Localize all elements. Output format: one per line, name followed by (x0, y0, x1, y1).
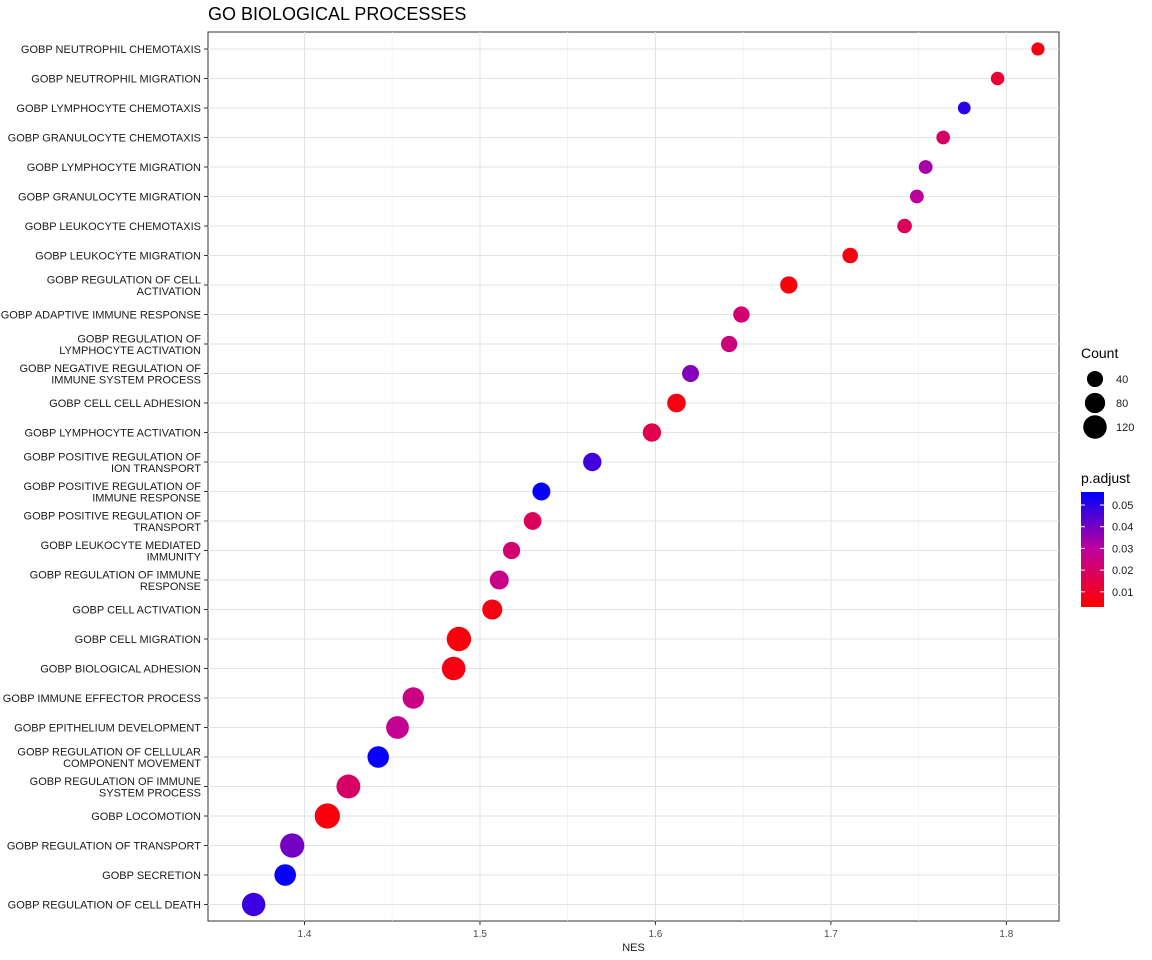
data-point (909, 189, 924, 204)
y-tick-label: GOBP REGULATION OF CELL ACTIVATION (47, 274, 201, 298)
data-point (733, 306, 750, 323)
data-point (897, 218, 912, 234)
data-point (336, 774, 361, 799)
y-tick-label: GOBP POSITIVE REGULATION OF TRANSPORT (24, 510, 202, 534)
data-point (274, 864, 297, 886)
color-legend-title: p.adjust (1081, 470, 1130, 486)
color-legend-label: 0.01 (1112, 587, 1133, 599)
data-point (386, 716, 409, 739)
data-point (241, 892, 266, 917)
x-tick-label: 1.7 (824, 929, 838, 940)
size-legend-key (1086, 370, 1104, 388)
y-tick-label: GOBP GRANULOCYTE MIGRATION (18, 192, 201, 204)
y-tick-label: GOBP REGULATION OF CELL DEATH (8, 900, 201, 912)
data-point (446, 626, 472, 652)
grid-lines (208, 32, 1059, 921)
data-point (280, 833, 305, 858)
data-point (936, 130, 951, 145)
size-legend-title: Count (1081, 345, 1118, 361)
y-axis-labels: GOBP NEUTROPHIL CHEMOTAXIS GOBP NEUTROPHI… (1, 44, 208, 912)
y-tick-label: GOBP LOCOMOTION (91, 811, 201, 823)
data-point (482, 599, 503, 620)
data-point (667, 393, 686, 413)
data-point (583, 452, 602, 472)
size-legend-label: 40 (1116, 374, 1128, 386)
size-legend-keys: 40 80 120 (1083, 370, 1134, 439)
y-tick-label: GOBP SECRETION (102, 870, 201, 882)
data-point (957, 101, 971, 115)
data-point (720, 335, 738, 353)
y-tick-label: GOBP EPITHELIUM DEVELOPMENT (14, 723, 201, 735)
size-legend-key (1083, 415, 1107, 439)
size-legend-key (1084, 392, 1106, 414)
chart-title: GO BIOLOGICAL PROCESSES (208, 4, 466, 24)
data-point (918, 160, 933, 174)
x-axis-title: NES (622, 942, 645, 954)
data-point (780, 276, 798, 294)
data-point (1031, 42, 1045, 56)
x-tick-label: 1.6 (648, 929, 662, 940)
data-point (314, 803, 340, 829)
y-tick-label: GOBP POSITIVE REGULATION OF IMMUNE RESPON… (24, 481, 202, 505)
y-tick-label: GOBP LEUKOCYTE CHEMOTAXIS (25, 221, 201, 233)
data-point (642, 423, 662, 442)
data-point (842, 247, 858, 264)
y-tick-label: GOBP LEUKOCYTE MIGRATION (35, 251, 201, 263)
data-point (502, 541, 521, 560)
plot-panel (207, 31, 1060, 922)
size-legend-label: 80 (1116, 398, 1128, 410)
color-legend-label: 0.03 (1112, 543, 1133, 555)
y-tick-label: GOBP GRANULOCYTE CHEMOTAXIS (8, 133, 201, 145)
data-point (523, 512, 542, 530)
y-tick-label: GOBP ADAPTIVE IMMUNE RESPONSE (1, 310, 201, 322)
y-tick-label: GOBP REGULATION OF IMMUNE SYSTEM PROCESS (30, 776, 201, 800)
data-points (241, 42, 1045, 917)
y-tick-label: GOBP IMMUNE EFFECTOR PROCESS (3, 693, 201, 705)
y-tick-label: GOBP BIOLOGICAL ADHESION (40, 664, 201, 676)
y-tick-label: GOBP LEUKOCYTE MEDIATED IMMUNITY (41, 540, 202, 564)
color-legend-label: 0.05 (1112, 500, 1133, 512)
data-point (402, 687, 425, 709)
y-tick-label: GOBP LYMPHOCYTE CHEMOTAXIS (16, 103, 201, 115)
y-tick-label: GOBP REGULATION OF TRANSPORT (7, 841, 201, 853)
x-tick-label: 1.5 (473, 929, 487, 940)
y-tick-label: GOBP LYMPHOCYTE ACTIVATION (25, 428, 201, 440)
color-legend-label: 0.04 (1112, 522, 1133, 534)
color-legend-bar (1081, 492, 1104, 607)
data-point (367, 746, 389, 768)
color-legend-ticks: 0.05 0.04 0.03 0.02 0.01 (1081, 500, 1133, 599)
y-tick-label: GOBP NEUTROPHIL CHEMOTAXIS (21, 44, 201, 56)
color-legend-label: 0.02 (1112, 565, 1133, 577)
y-tick-label: GOBP REGULATION OF CELLULAR COMPONENT MOV… (17, 746, 201, 770)
data-point (682, 365, 700, 382)
y-tick-label: GOBP NEGATIVE REGULATION OF IMMUNE SYSTEM… (19, 363, 201, 387)
y-tick-label: GOBP CELL MIGRATION (75, 634, 201, 646)
x-tick-label: 1.8 (999, 929, 1013, 940)
data-point (532, 482, 551, 501)
data-point (489, 570, 509, 590)
y-tick-label: GOBP NEUTROPHIL MIGRATION (31, 74, 201, 86)
y-tick-label: GOBP REGULATION OF LYMPHOCYTE ACTIVATION (59, 333, 201, 357)
x-axis-ticks: 1.4 1.5 1.6 1.7 1.8 (298, 921, 1014, 940)
y-tick-label: GOBP LYMPHOCYTE MIGRATION (27, 162, 201, 174)
data-point (441, 656, 466, 681)
size-legend-label: 120 (1116, 422, 1134, 434)
y-tick-label: GOBP CELL ACTIVATION (72, 605, 201, 617)
y-tick-label: GOBP REGULATION OF IMMUNE RESPONSE (30, 569, 201, 593)
y-tick-label: GOBP CELL CELL ADHESION (49, 398, 201, 410)
data-point (990, 71, 1005, 86)
x-tick-label: 1.4 (298, 929, 312, 940)
y-tick-label: GOBP POSITIVE REGULATION OF ION TRANSPORT (24, 451, 202, 475)
